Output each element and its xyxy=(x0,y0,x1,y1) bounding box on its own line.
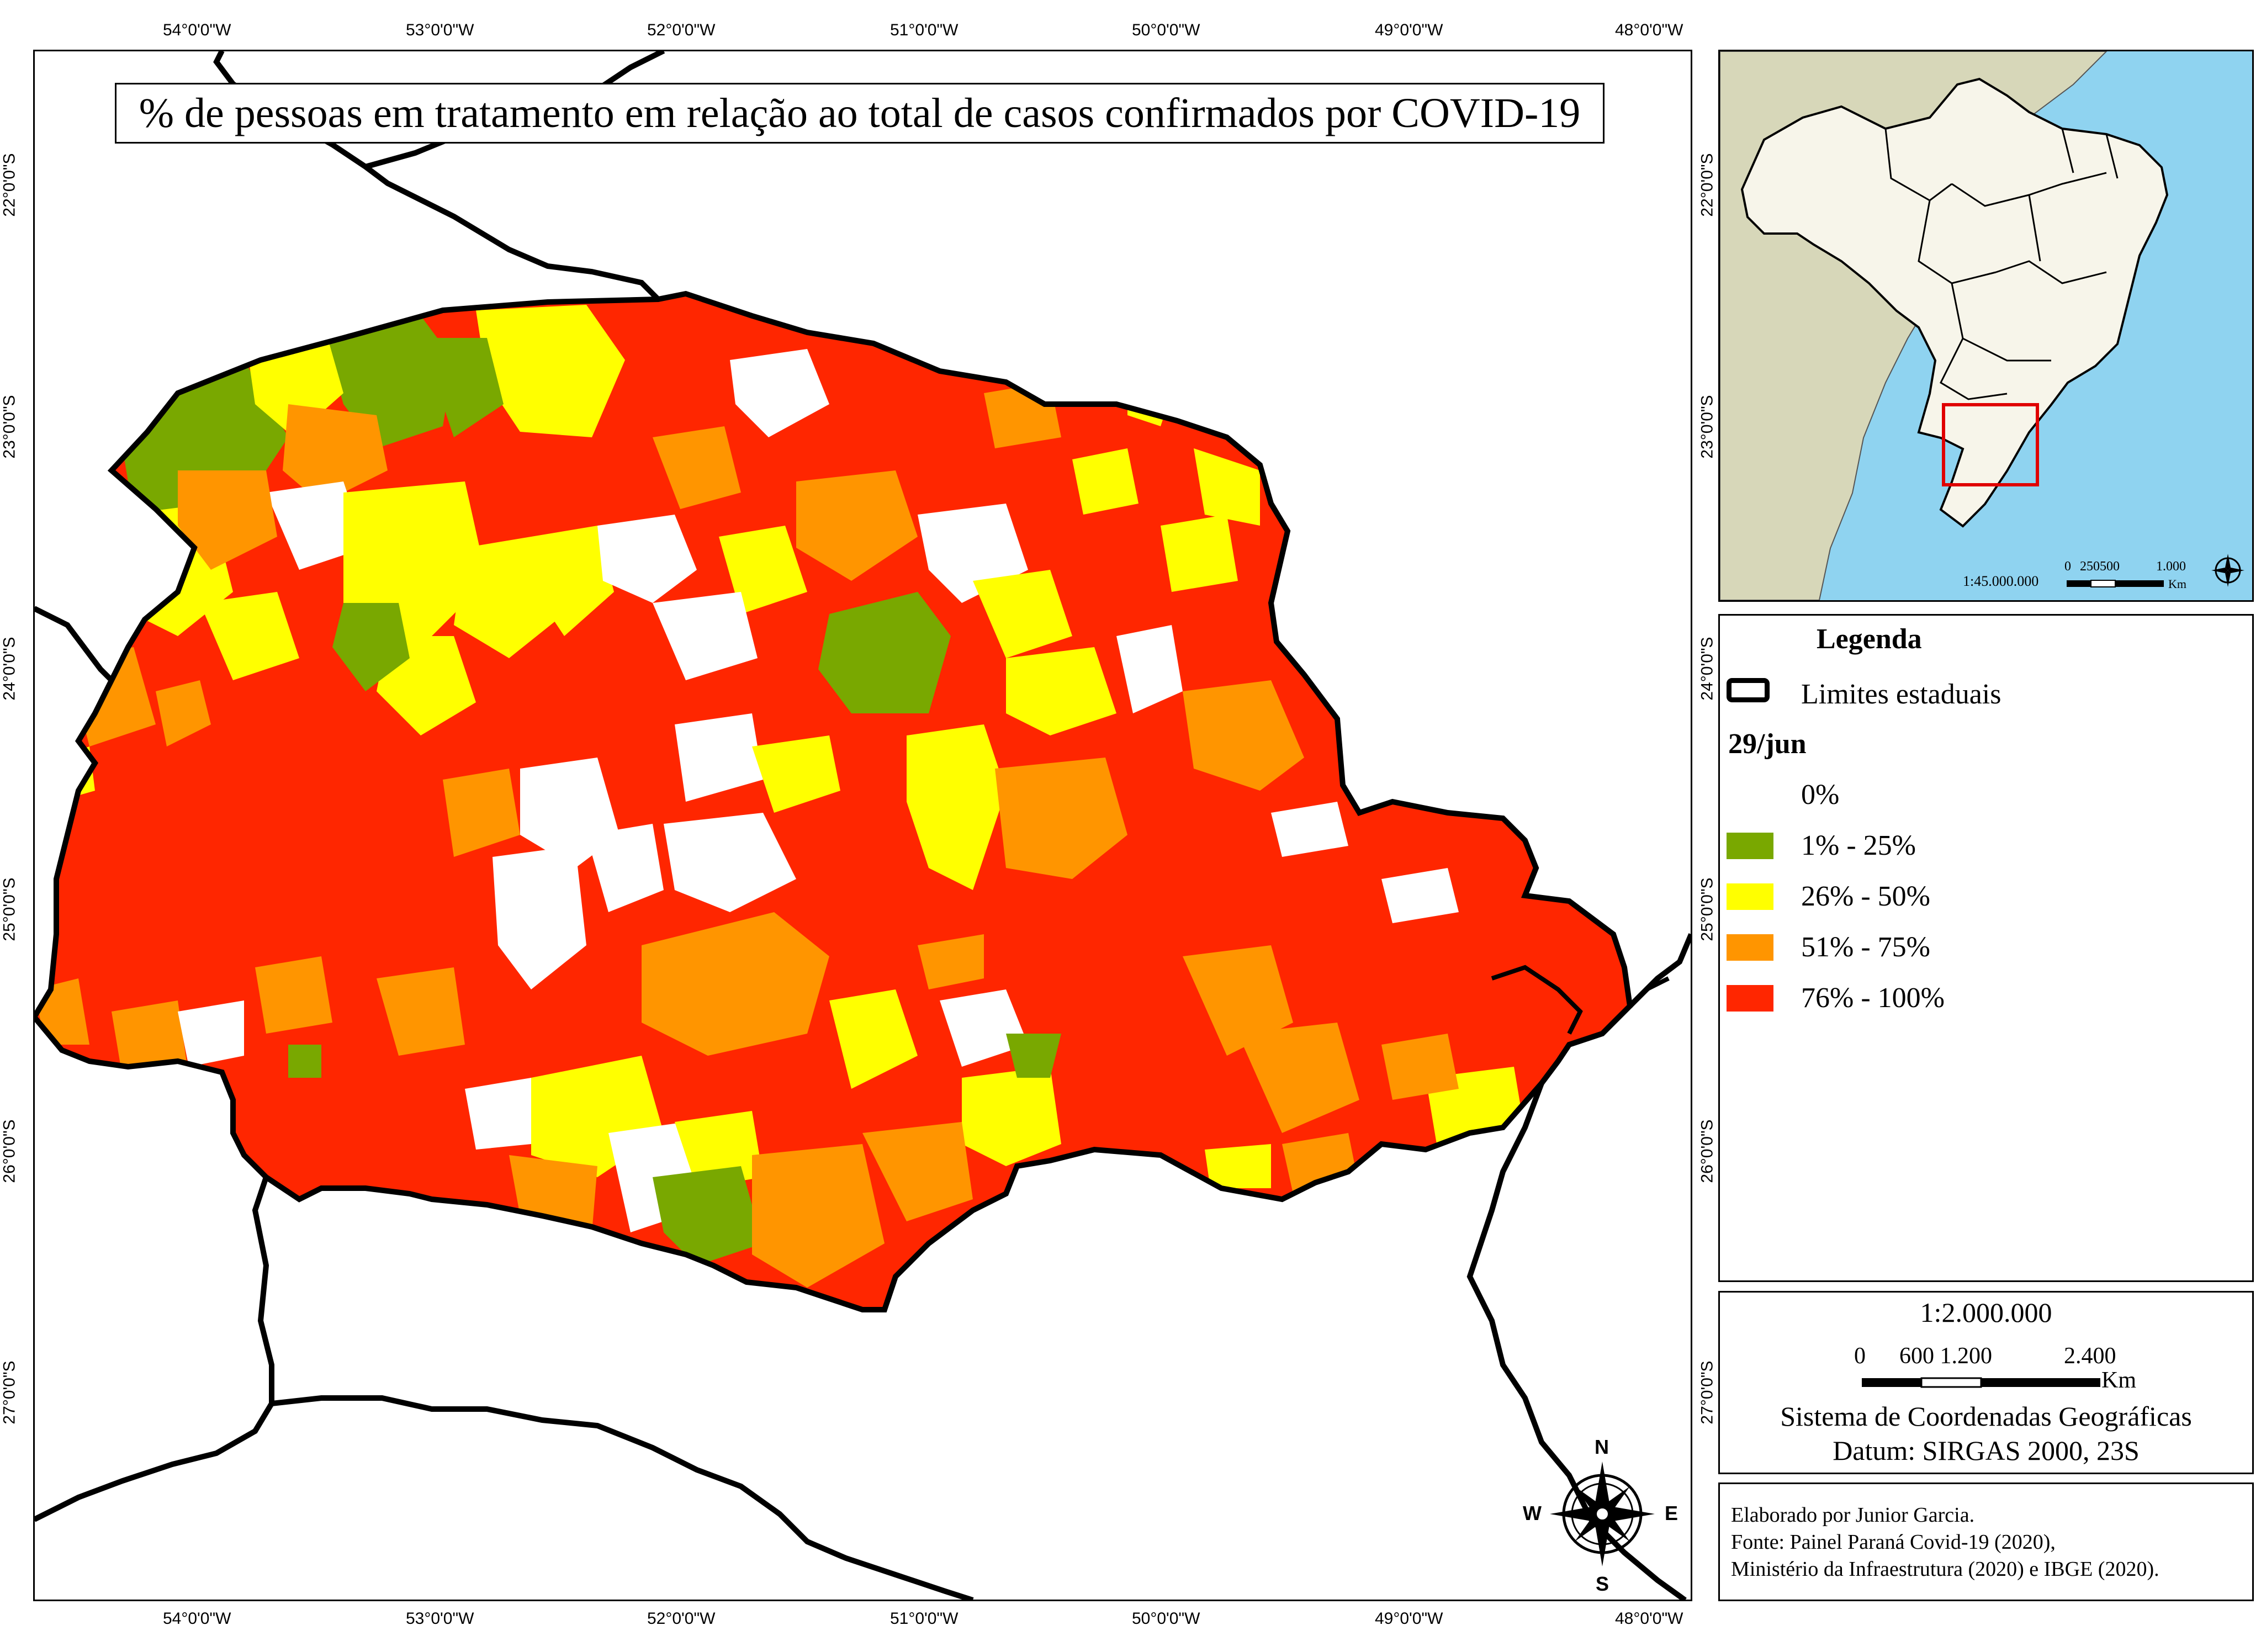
lat-label-left: 23°0'0"S xyxy=(0,395,19,459)
legend-swatch-76-100 xyxy=(1727,985,1773,1012)
legend-title: Legenda xyxy=(1817,623,1922,655)
lon-label-top: 53°0'0"W xyxy=(406,21,474,39)
lon-label-top: 52°0'0"W xyxy=(647,21,716,39)
legend-label-76-100: 76% - 100% xyxy=(1801,982,1945,1014)
inset-scale: 1:45.000.000 xyxy=(1963,573,2039,589)
legend-label-1-25: 1% - 25% xyxy=(1801,830,1916,861)
legend-label-51-75: 51% - 75% xyxy=(1801,931,1930,963)
legend-boundary-label: Limites estaduais xyxy=(1801,679,2001,710)
legend-boundary-swatch xyxy=(1727,678,1770,702)
lon-label-top: 51°0'0"W xyxy=(890,21,959,39)
lat-label-left: 25°0'0"S xyxy=(0,877,19,941)
lon-label-bottom: 54°0'0"W xyxy=(163,1609,231,1628)
lon-label-bottom: 49°0'0"W xyxy=(1375,1609,1443,1628)
inset-map-frame: 1:45.000.000 0 250500 1.000 Km xyxy=(1718,50,2254,602)
north-arrow-n: N xyxy=(1595,1436,1609,1458)
lat-label-right: 26°0'0"S xyxy=(1698,1119,1717,1183)
lat-label-left: 24°0'0"S xyxy=(0,637,19,701)
main-map xyxy=(34,51,1691,1600)
credits-line-3: Ministério da Infraestrutura (2020) e IB… xyxy=(1731,1558,2159,1581)
legend-swatch-26-50 xyxy=(1727,883,1773,910)
coastline xyxy=(1491,965,1670,1035)
north-arrow-w: W xyxy=(1523,1502,1542,1524)
lat-label-left: 22°0'0"S xyxy=(0,153,19,217)
inset-map xyxy=(1720,51,2244,600)
lon-label-bottom: 52°0'0"W xyxy=(647,1609,716,1628)
legend-date: 29/jun xyxy=(1728,728,1807,760)
scale-ratio: 1:2.000.000 xyxy=(1920,1297,2052,1328)
scalebar-label: 0 xyxy=(1854,1343,1866,1369)
legend-label-0: 0% xyxy=(1801,779,1840,811)
legend-swatch-0 xyxy=(1727,782,1773,808)
lat-label-right: 27°0'0"S xyxy=(1698,1360,1717,1425)
lat-label-right: 25°0'0"S xyxy=(1698,877,1717,941)
inset-highlight-box xyxy=(1942,403,2039,486)
inset-scalebar-label: 1.000 xyxy=(2156,559,2186,574)
north-arrow xyxy=(1550,1462,1655,1566)
north-arrow-s: S xyxy=(1596,1572,1609,1595)
lon-label-bottom: 48°0'0"W xyxy=(1615,1609,1683,1628)
inset-scalebar-label: 250500 xyxy=(2080,559,2120,574)
lat-label-right: 24°0'0"S xyxy=(1698,637,1717,701)
legend-swatch-51-75 xyxy=(1727,934,1773,961)
datum-label: Datum: SIRGAS 2000, 23S xyxy=(1833,1435,2140,1466)
legend-swatch-1-25 xyxy=(1727,833,1773,859)
legend-label-26-50: 26% - 50% xyxy=(1801,881,1930,912)
map-title: % de pessoas em tratamento em relação ao… xyxy=(115,83,1605,144)
lat-label-right: 23°0'0"S xyxy=(1698,395,1717,459)
inset-scale-unit: Km xyxy=(2168,577,2186,591)
north-arrow-e: E xyxy=(1665,1502,1678,1524)
legend-panel xyxy=(1718,614,2254,1282)
crs-label: Sistema de Coordenadas Geográficas xyxy=(1780,1401,2192,1432)
scalebar-label: 600 1.200 xyxy=(1899,1343,1992,1369)
scalebar xyxy=(1862,1377,2100,1388)
lat-label-left: 27°0'0"S xyxy=(0,1360,19,1425)
credits-line-1: Elaborado por Junior Garcia. xyxy=(1731,1503,1975,1527)
lon-label-bottom: 51°0'0"W xyxy=(890,1609,959,1628)
credits-panel xyxy=(1718,1482,2254,1601)
lon-label-top: 54°0'0"W xyxy=(163,21,231,39)
lon-label-top: 49°0'0"W xyxy=(1375,21,1443,39)
credits-line-2: Fonte: Painel Paraná Covid-19 (2020), xyxy=(1731,1531,2056,1554)
scalebar-unit: Km xyxy=(2101,1368,2136,1393)
lat-label-right: 22°0'0"S xyxy=(1698,153,1717,217)
inset-scalebar-label: 0 xyxy=(2064,559,2071,574)
lon-label-bottom: 50°0'0"W xyxy=(1132,1609,1200,1628)
lon-label-top: 50°0'0"W xyxy=(1132,21,1200,39)
lat-label-left: 26°0'0"S xyxy=(0,1119,19,1183)
lon-label-top: 48°0'0"W xyxy=(1615,21,1683,39)
lon-label-bottom: 53°0'0"W xyxy=(406,1609,474,1628)
scalebar-label: 2.400 xyxy=(2064,1343,2116,1369)
